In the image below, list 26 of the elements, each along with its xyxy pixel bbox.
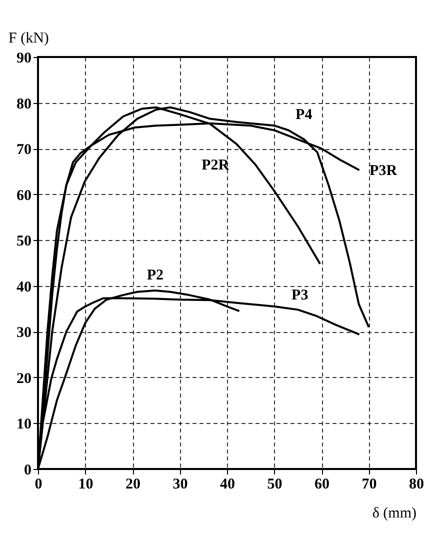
y-tick-label: 60 [16, 188, 32, 204]
y-axis-title: F (kN) [8, 30, 49, 46]
y-tick-label: 0 [24, 462, 32, 478]
y-tick-label: 80 [16, 96, 32, 112]
y-tick-label: 70 [16, 142, 32, 158]
y-tick-label: 20 [16, 370, 32, 387]
y-tick-label: 10 [16, 416, 32, 433]
x-tick-label: 50 [267, 476, 282, 492]
x-tick-label: 80 [409, 476, 424, 492]
annotation: P3R [370, 163, 398, 180]
x-tick-label: 60 [314, 476, 330, 492]
x-tick-label: 20 [126, 476, 140, 492]
annotation: P4 [296, 107, 313, 124]
annotation: P2 [146, 267, 164, 284]
y-tick-label: 90 [16, 50, 32, 66]
y-tick-label: 30 [16, 325, 32, 342]
x-tick-label: 70 [362, 476, 377, 492]
annotation: P2R [202, 158, 230, 174]
x-tick-label: 30 [172, 476, 188, 492]
x-axis-title: δ (mm) [372, 506, 416, 522]
annotation: P3 [292, 288, 308, 304]
y-tick-label: 50 [16, 234, 32, 250]
x-tick-label: 10 [78, 476, 94, 492]
x-tick-label: 40 [220, 476, 235, 492]
x-tick-label: 0 [34, 476, 42, 492]
y-tick-label: 40 [16, 279, 32, 296]
